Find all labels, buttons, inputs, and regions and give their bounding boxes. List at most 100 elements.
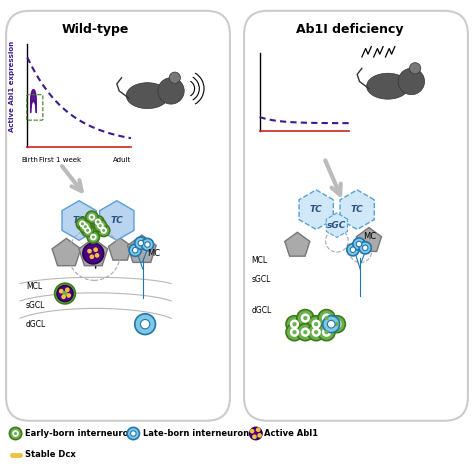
Circle shape (314, 330, 318, 334)
Text: sGCL: sGCL (251, 275, 271, 284)
Circle shape (250, 428, 262, 439)
Circle shape (303, 316, 308, 320)
Circle shape (82, 223, 89, 230)
Circle shape (252, 435, 257, 439)
Text: TC: TC (310, 205, 322, 214)
Circle shape (297, 310, 314, 327)
Circle shape (99, 224, 102, 227)
Text: TC: TC (110, 216, 123, 225)
Circle shape (87, 231, 100, 243)
Circle shape (335, 322, 339, 326)
Circle shape (323, 316, 340, 333)
Circle shape (256, 428, 261, 432)
Circle shape (311, 328, 321, 337)
Text: First 1 week: First 1 week (39, 157, 82, 163)
Polygon shape (62, 201, 96, 240)
Circle shape (90, 234, 97, 240)
Text: Birth: Birth (21, 157, 38, 163)
Circle shape (55, 283, 75, 304)
Circle shape (308, 316, 325, 333)
Circle shape (169, 72, 181, 83)
Text: MC: MC (364, 232, 376, 241)
Circle shape (398, 68, 425, 95)
Circle shape (83, 243, 104, 264)
Polygon shape (79, 238, 108, 266)
Circle shape (290, 319, 299, 329)
Circle shape (292, 322, 297, 326)
Text: Wild-type: Wild-type (62, 23, 129, 36)
Polygon shape (52, 238, 81, 266)
Circle shape (84, 225, 87, 228)
Circle shape (347, 244, 359, 256)
Text: MC: MC (147, 249, 161, 258)
Circle shape (141, 238, 154, 251)
Circle shape (140, 319, 150, 329)
Circle shape (130, 431, 136, 436)
Ellipse shape (126, 82, 169, 109)
Circle shape (93, 247, 98, 252)
Circle shape (87, 249, 92, 254)
Circle shape (322, 328, 331, 337)
Text: dGCL: dGCL (26, 319, 46, 328)
Text: Stable Dcx: Stable Dcx (25, 450, 76, 459)
Text: MCL: MCL (26, 282, 42, 291)
Circle shape (301, 328, 310, 337)
Circle shape (65, 287, 70, 292)
Circle shape (102, 229, 105, 232)
Circle shape (12, 430, 19, 437)
Circle shape (363, 245, 368, 251)
Text: Ab1I deficiency: Ab1I deficiency (296, 23, 404, 36)
Circle shape (286, 316, 303, 333)
Circle shape (257, 433, 262, 438)
Circle shape (84, 227, 91, 234)
Circle shape (353, 238, 365, 250)
Polygon shape (356, 228, 382, 251)
Text: Late-born interneuron: Late-born interneuron (143, 429, 249, 438)
Circle shape (250, 429, 255, 434)
Circle shape (332, 319, 342, 329)
Circle shape (292, 330, 297, 334)
Ellipse shape (366, 73, 409, 99)
Circle shape (158, 78, 184, 104)
Circle shape (66, 293, 71, 298)
Circle shape (314, 322, 318, 326)
Circle shape (86, 211, 98, 223)
Circle shape (129, 244, 141, 256)
FancyBboxPatch shape (244, 11, 468, 421)
Circle shape (328, 320, 335, 328)
Circle shape (318, 310, 335, 327)
Circle shape (57, 285, 73, 301)
Text: Adult: Adult (113, 157, 131, 163)
Circle shape (297, 324, 314, 341)
Circle shape (61, 294, 66, 299)
Circle shape (127, 428, 139, 439)
Circle shape (286, 324, 303, 341)
Circle shape (135, 314, 155, 335)
Circle shape (96, 220, 100, 223)
Circle shape (79, 220, 86, 227)
Text: sGCL: sGCL (26, 301, 46, 310)
Circle shape (79, 220, 91, 233)
Text: TC: TC (73, 216, 85, 225)
Circle shape (290, 328, 299, 337)
Text: Active Abl1: Active Abl1 (264, 429, 319, 438)
Polygon shape (128, 235, 156, 263)
Circle shape (9, 428, 22, 439)
Circle shape (301, 313, 310, 323)
Circle shape (59, 289, 64, 293)
Circle shape (89, 214, 95, 220)
Text: sGC: sGC (327, 221, 346, 230)
Polygon shape (326, 213, 347, 237)
Circle shape (91, 216, 93, 219)
Circle shape (100, 227, 107, 234)
Circle shape (82, 224, 94, 237)
Circle shape (98, 224, 110, 237)
Circle shape (95, 253, 100, 258)
Circle shape (14, 432, 17, 435)
Circle shape (356, 241, 362, 247)
Polygon shape (109, 238, 132, 260)
Circle shape (328, 316, 346, 333)
Text: dGCL: dGCL (251, 306, 272, 315)
Circle shape (86, 229, 89, 232)
Polygon shape (285, 232, 310, 256)
